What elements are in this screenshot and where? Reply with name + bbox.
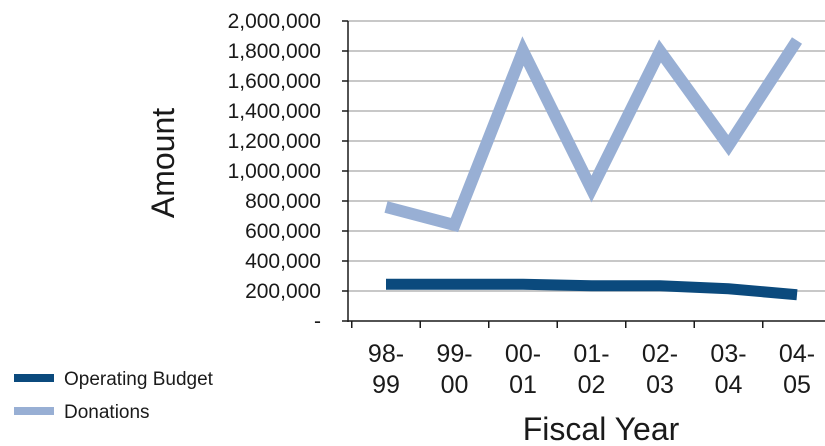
y-tick-label: 1,200,000 bbox=[228, 130, 321, 153]
x-tick-label: 00-01 bbox=[505, 340, 541, 399]
y-tick-label: 1,400,000 bbox=[228, 100, 321, 123]
legend-label: Operating Budget bbox=[64, 369, 214, 390]
legend: Operating Budget Donations bbox=[14, 369, 214, 423]
x-tick-label: 03-04 bbox=[710, 340, 746, 399]
y-tick-label: 600,000 bbox=[245, 220, 321, 243]
x-tick-label: 98-99 bbox=[368, 340, 404, 399]
y-tick-label: 800,000 bbox=[245, 190, 321, 213]
x-tick-label: 04-05 bbox=[779, 340, 815, 399]
x-tick-label: 99-00 bbox=[436, 340, 472, 399]
x-axis-label: Fiscal Year bbox=[523, 411, 680, 446]
y-tick-label: - bbox=[314, 310, 321, 333]
series-line-donations bbox=[384, 36, 803, 233]
y-axis-label: Amount bbox=[145, 108, 181, 218]
y-tick-label: 400,000 bbox=[245, 250, 321, 273]
y-tick-label: 2,000,000 bbox=[228, 10, 321, 33]
y-tick-label: 1,800,000 bbox=[228, 40, 321, 63]
axes bbox=[342, 20, 825, 328]
gridlines bbox=[348, 20, 825, 292]
y-tick-label: 1,600,000 bbox=[228, 70, 321, 93]
y-tick-labels: - 200,000 400,000 600,000 800,000 1,000,000 1,… bbox=[228, 10, 321, 333]
x-tick-labels: 98-99 99-00 00-01 01-02 02-03 03-04 04-05 bbox=[368, 340, 815, 399]
y-tick-label: 1,000,000 bbox=[228, 160, 321, 183]
y-tick-label: 200,000 bbox=[245, 280, 321, 303]
x-tick-label: 02-03 bbox=[642, 340, 678, 399]
series-lines bbox=[384, 36, 803, 301]
x-tick-label: 01-02 bbox=[573, 340, 609, 399]
legend-label: Donations bbox=[64, 402, 150, 423]
